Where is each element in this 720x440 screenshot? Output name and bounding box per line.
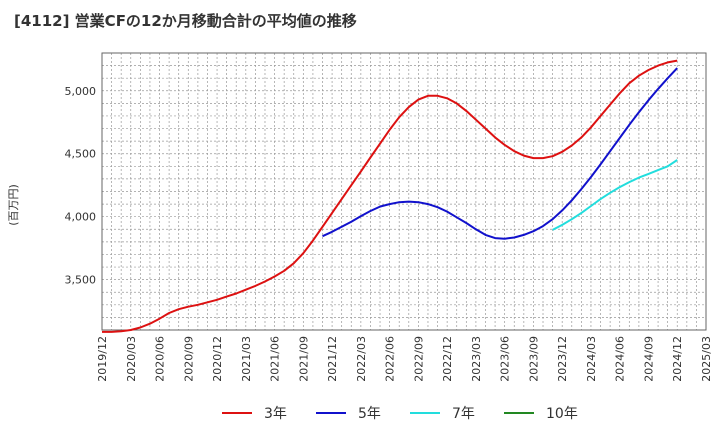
x-tick-label: 2024/03: [585, 336, 598, 382]
x-tick-label: 2021/12: [326, 336, 339, 382]
x-tick-label: 2020/09: [182, 336, 195, 382]
x-tick-label: 2021/03: [240, 336, 253, 382]
x-tick-label: 2024/09: [642, 336, 655, 382]
y-tick-labels: 3,500 4,000 4,500 5,000: [65, 85, 97, 287]
x-tick-label: 2021/09: [297, 336, 310, 382]
chart-title: [4112] 営業CFの12か月移動合計の平均値の推移: [14, 12, 357, 30]
x-tick-label: 2022/12: [441, 336, 454, 382]
plot-frame: [101, 52, 707, 331]
series-layer: [102, 59, 678, 333]
x-tick-label: 2019/12: [96, 336, 109, 382]
x-tick-label: 2023/06: [499, 336, 512, 382]
x-tick-label: 2024/12: [671, 336, 684, 382]
x-tick-label: 2022/06: [384, 336, 397, 382]
x-tick-label: 2023/12: [556, 336, 569, 382]
x-tick-label: 2023/03: [470, 336, 483, 382]
x-tick-label: 2022/09: [412, 336, 425, 382]
y-tick-label: 5,000: [65, 85, 97, 98]
y-axis-label: (百万円): [7, 184, 20, 226]
legend-label-4: 10年: [546, 406, 578, 422]
legend-label-3: 7年: [452, 406, 475, 422]
x-tick-label: 2023/09: [527, 336, 540, 382]
x-tick-labels: 2019/12 2020/03 2020/06 2020/09 2020/12 2021/…: [96, 336, 713, 382]
x-tick-label: 2020/03: [125, 336, 138, 382]
x-tick-label: 2021/06: [269, 336, 282, 382]
y-tick-label: 3,500: [65, 274, 97, 287]
x-tick-label: 2022/03: [355, 336, 368, 382]
legend-label-2: 5年: [358, 406, 381, 422]
y-tick-label: 4,500: [65, 148, 97, 161]
legend: 3年 5年 7年 10年: [222, 406, 578, 422]
x-tick-label: 2025/03: [700, 336, 713, 382]
y-tick-label: 4,000: [65, 211, 97, 224]
x-tick-label: 2020/06: [154, 336, 167, 382]
series-line-2: [322, 67, 678, 240]
grid-layer: [102, 53, 706, 330]
x-tick-label: 2024/06: [614, 336, 627, 382]
series-line-3: [552, 159, 678, 231]
series-line-1: [102, 59, 678, 333]
x-tick-label: 2020/12: [211, 336, 224, 382]
legend-label-1: 3年: [264, 406, 287, 422]
